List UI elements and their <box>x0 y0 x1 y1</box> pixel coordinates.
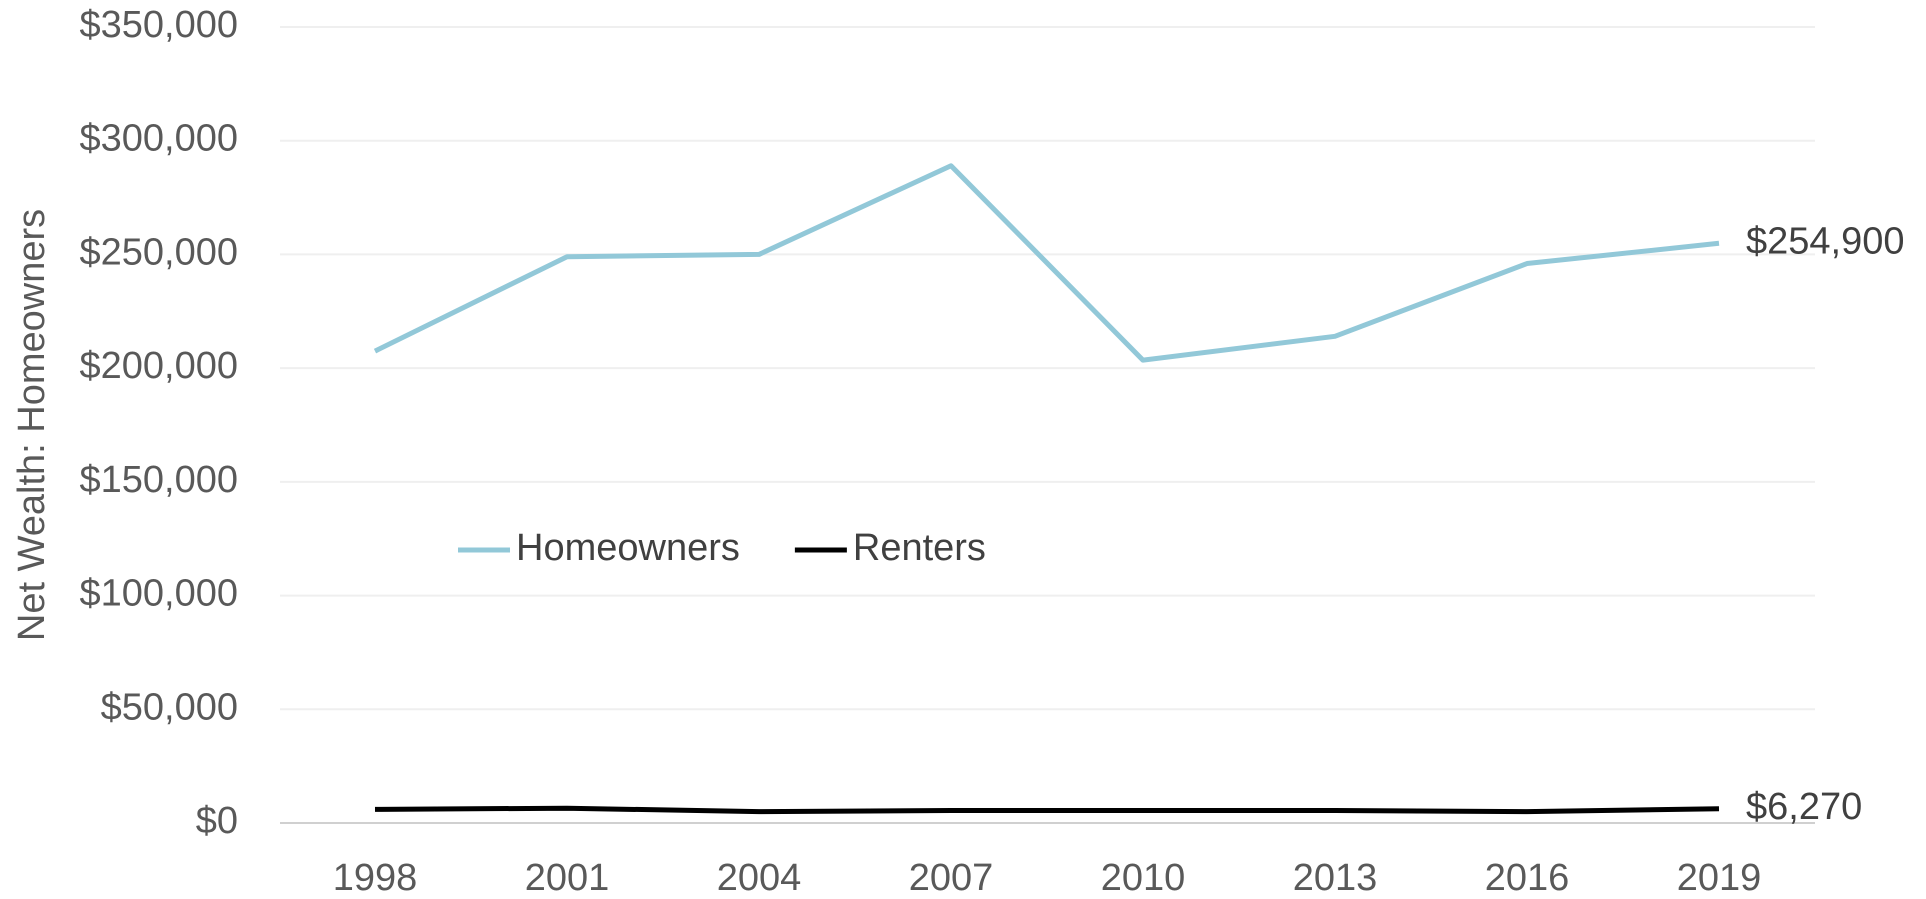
y-tick-label: $0 <box>196 800 238 842</box>
line <box>374 805 1720 815</box>
x-tick-label: 2013 <box>1293 857 1378 899</box>
y-tick-label: $150,000 <box>80 459 239 501</box>
y-axis-label: Net Wealth: Homeowners <box>11 209 53 641</box>
y-tick-label: $350,000 <box>80 4 239 46</box>
legend-label: Renters <box>853 527 986 569</box>
y-tick-label: $100,000 <box>80 573 239 615</box>
x-tick-label: 2016 <box>1485 857 1570 899</box>
legend-label: Homeowners <box>516 527 740 569</box>
value-label: $6,270 <box>1746 786 1862 828</box>
x-tick-label: 2019 <box>1677 857 1762 899</box>
y-tick-label: $50,000 <box>101 686 238 728</box>
y-tick-label: $300,000 <box>80 118 239 160</box>
x-tick-label: 2010 <box>1101 857 1186 899</box>
x-tick-label: 2007 <box>909 857 994 899</box>
x-tick-label: 1998 <box>333 857 418 899</box>
y-tick-label: $200,000 <box>80 345 239 387</box>
line <box>373 163 1720 363</box>
x-tick-label: 2001 <box>525 857 610 899</box>
value-label: $254,900 <box>1746 220 1905 262</box>
x-tick-label: 2004 <box>717 857 802 899</box>
y-tick-label: $250,000 <box>80 231 239 273</box>
